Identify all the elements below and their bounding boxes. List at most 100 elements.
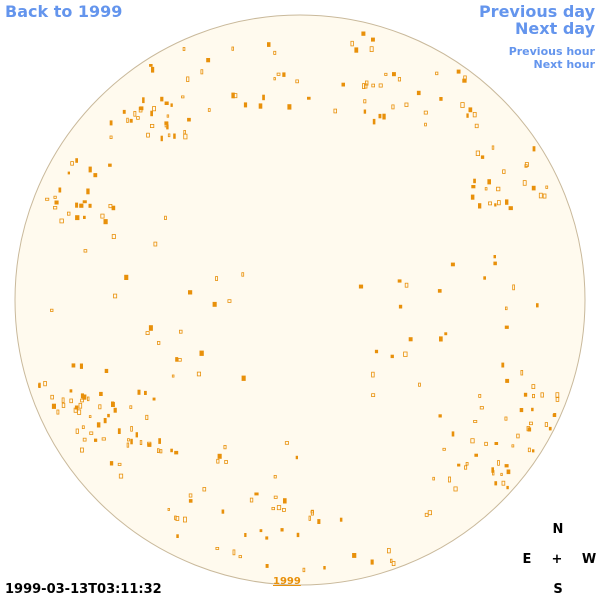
feature [262, 94, 265, 101]
feature [552, 413, 556, 417]
feature [484, 187, 488, 191]
feature [80, 447, 84, 453]
feature [374, 349, 379, 354]
feature [280, 528, 284, 532]
feature [103, 417, 107, 424]
feature [58, 187, 62, 193]
feature [382, 113, 386, 120]
feature [484, 441, 488, 446]
feature [142, 97, 145, 104]
feature [494, 203, 497, 207]
feature [196, 371, 202, 377]
solar-disk [14, 14, 586, 586]
feature [531, 384, 536, 390]
feature [111, 401, 115, 407]
next-hour-link[interactable]: Next hour [533, 58, 596, 71]
feature [182, 47, 186, 51]
feature [174, 515, 177, 521]
feature [177, 358, 182, 362]
feature [474, 123, 479, 129]
feature [386, 548, 391, 554]
feature [170, 103, 173, 107]
feature [384, 72, 388, 76]
previous-day-link[interactable]: Previous day [478, 2, 595, 21]
feature [523, 392, 528, 397]
compass-north: N [552, 522, 564, 537]
feature [80, 398, 84, 403]
feature [391, 104, 395, 110]
feature [176, 534, 179, 539]
previous-hour-link[interactable]: Previous hour [508, 45, 595, 58]
feature [241, 272, 245, 277]
feature [439, 97, 443, 101]
feature [397, 77, 401, 82]
feature [136, 116, 140, 120]
feature [339, 517, 343, 522]
feature [75, 215, 80, 221]
feature [432, 476, 435, 481]
feature [418, 382, 421, 387]
feature [167, 133, 171, 138]
feature [75, 158, 78, 163]
feature [479, 406, 484, 410]
feature [87, 396, 90, 402]
feature [493, 261, 497, 266]
feature [160, 96, 164, 102]
feature [317, 519, 321, 524]
feature [494, 441, 499, 445]
compass-center: + [551, 552, 563, 567]
feature [435, 71, 439, 76]
feature [231, 92, 235, 99]
feature [531, 185, 536, 191]
feature [101, 437, 106, 441]
feature [496, 200, 501, 206]
feature [83, 215, 86, 219]
feature [152, 106, 157, 112]
feature [89, 431, 94, 435]
feature [104, 368, 109, 373]
feature [146, 132, 150, 138]
feature [167, 507, 170, 511]
feature [371, 83, 375, 88]
feature [536, 303, 539, 308]
compass-west: W [581, 552, 597, 567]
feature [243, 102, 248, 108]
feature [296, 532, 300, 538]
feature [199, 350, 204, 356]
feature [527, 447, 531, 453]
feature [456, 69, 461, 74]
feature [519, 407, 524, 413]
feature [217, 453, 222, 459]
feature [153, 241, 158, 247]
feature [529, 421, 533, 426]
feature [532, 449, 535, 453]
feature [109, 120, 113, 126]
feature [96, 422, 101, 428]
feature [83, 249, 88, 253]
feature [516, 433, 520, 439]
feature [129, 118, 133, 123]
feature [109, 461, 114, 466]
feature [111, 205, 116, 211]
feature [259, 529, 263, 533]
feature [491, 145, 495, 150]
back-link[interactable]: Back to 1999 [5, 2, 123, 21]
feature [117, 462, 122, 466]
feature [158, 438, 161, 444]
feature [227, 299, 232, 303]
feature [215, 547, 220, 550]
feature [494, 481, 498, 486]
feature [156, 448, 160, 454]
feature [545, 185, 549, 189]
feature [160, 135, 163, 142]
feature [462, 78, 467, 83]
feature [79, 363, 84, 369]
feature [281, 507, 286, 512]
next-day-link[interactable]: Next day [515, 19, 595, 38]
feature [496, 186, 501, 192]
feature [145, 414, 149, 420]
feature [398, 304, 403, 309]
feature [51, 403, 56, 409]
year-link[interactable]: 1999 [273, 576, 301, 587]
feature [82, 200, 87, 204]
